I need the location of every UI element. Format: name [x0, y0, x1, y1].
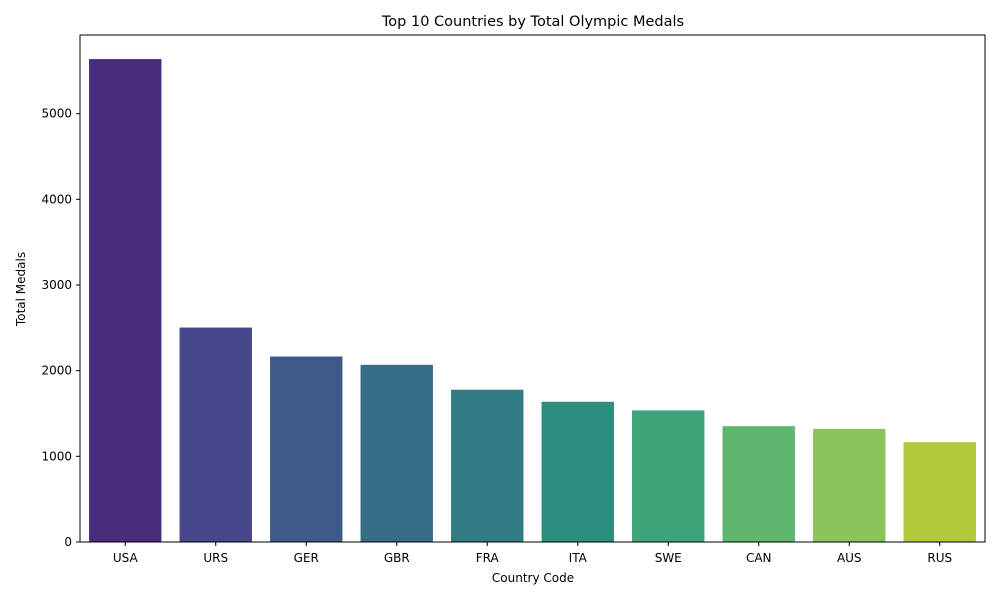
bar-ita: [541, 401, 614, 542]
bar-fra: [451, 389, 524, 542]
bar-usa: [89, 59, 162, 542]
x-tick-label: CAN: [746, 551, 772, 565]
x-tick-label: URS: [203, 551, 228, 565]
bar-urs: [179, 327, 252, 542]
x-tick-label: AUS: [837, 551, 862, 565]
plot-frame: [79, 34, 986, 543]
x-tick-label: ITA: [569, 551, 588, 565]
x-tick-label: USA: [113, 551, 139, 565]
x-axis-title: Country Code: [492, 571, 574, 585]
y-tick-label: 4000: [41, 192, 72, 206]
bar-group: [89, 59, 976, 542]
y-tick-label: 3000: [41, 278, 72, 292]
x-tick-label: SWE: [655, 551, 682, 565]
y-tick-label: 2000: [41, 364, 72, 378]
x-axis: USA URS GER GBR FRA ITA SWE CAN AUS RUS: [113, 542, 952, 565]
y-tick-label: 5000: [41, 107, 72, 121]
bar-can: [722, 426, 795, 542]
y-tick-label: 1000: [41, 449, 72, 463]
x-tick-label: GBR: [384, 551, 410, 565]
bar-gbr: [360, 364, 433, 542]
y-axis: 0 1000 2000 3000 4000 5000: [41, 107, 80, 549]
bar-aus: [813, 428, 886, 542]
x-tick-label: GER: [294, 551, 319, 565]
y-tick-label: 0: [64, 535, 72, 549]
bar-swe: [632, 410, 705, 542]
chart-title: Top 10 Countries by Total Olympic Medals: [381, 14, 684, 30]
y-axis-title: Total Medals: [14, 252, 28, 327]
x-tick-label: RUS: [927, 551, 952, 565]
x-tick-label: FRA: [476, 551, 500, 565]
bar-rus: [903, 442, 976, 542]
bar-ger: [270, 356, 343, 542]
